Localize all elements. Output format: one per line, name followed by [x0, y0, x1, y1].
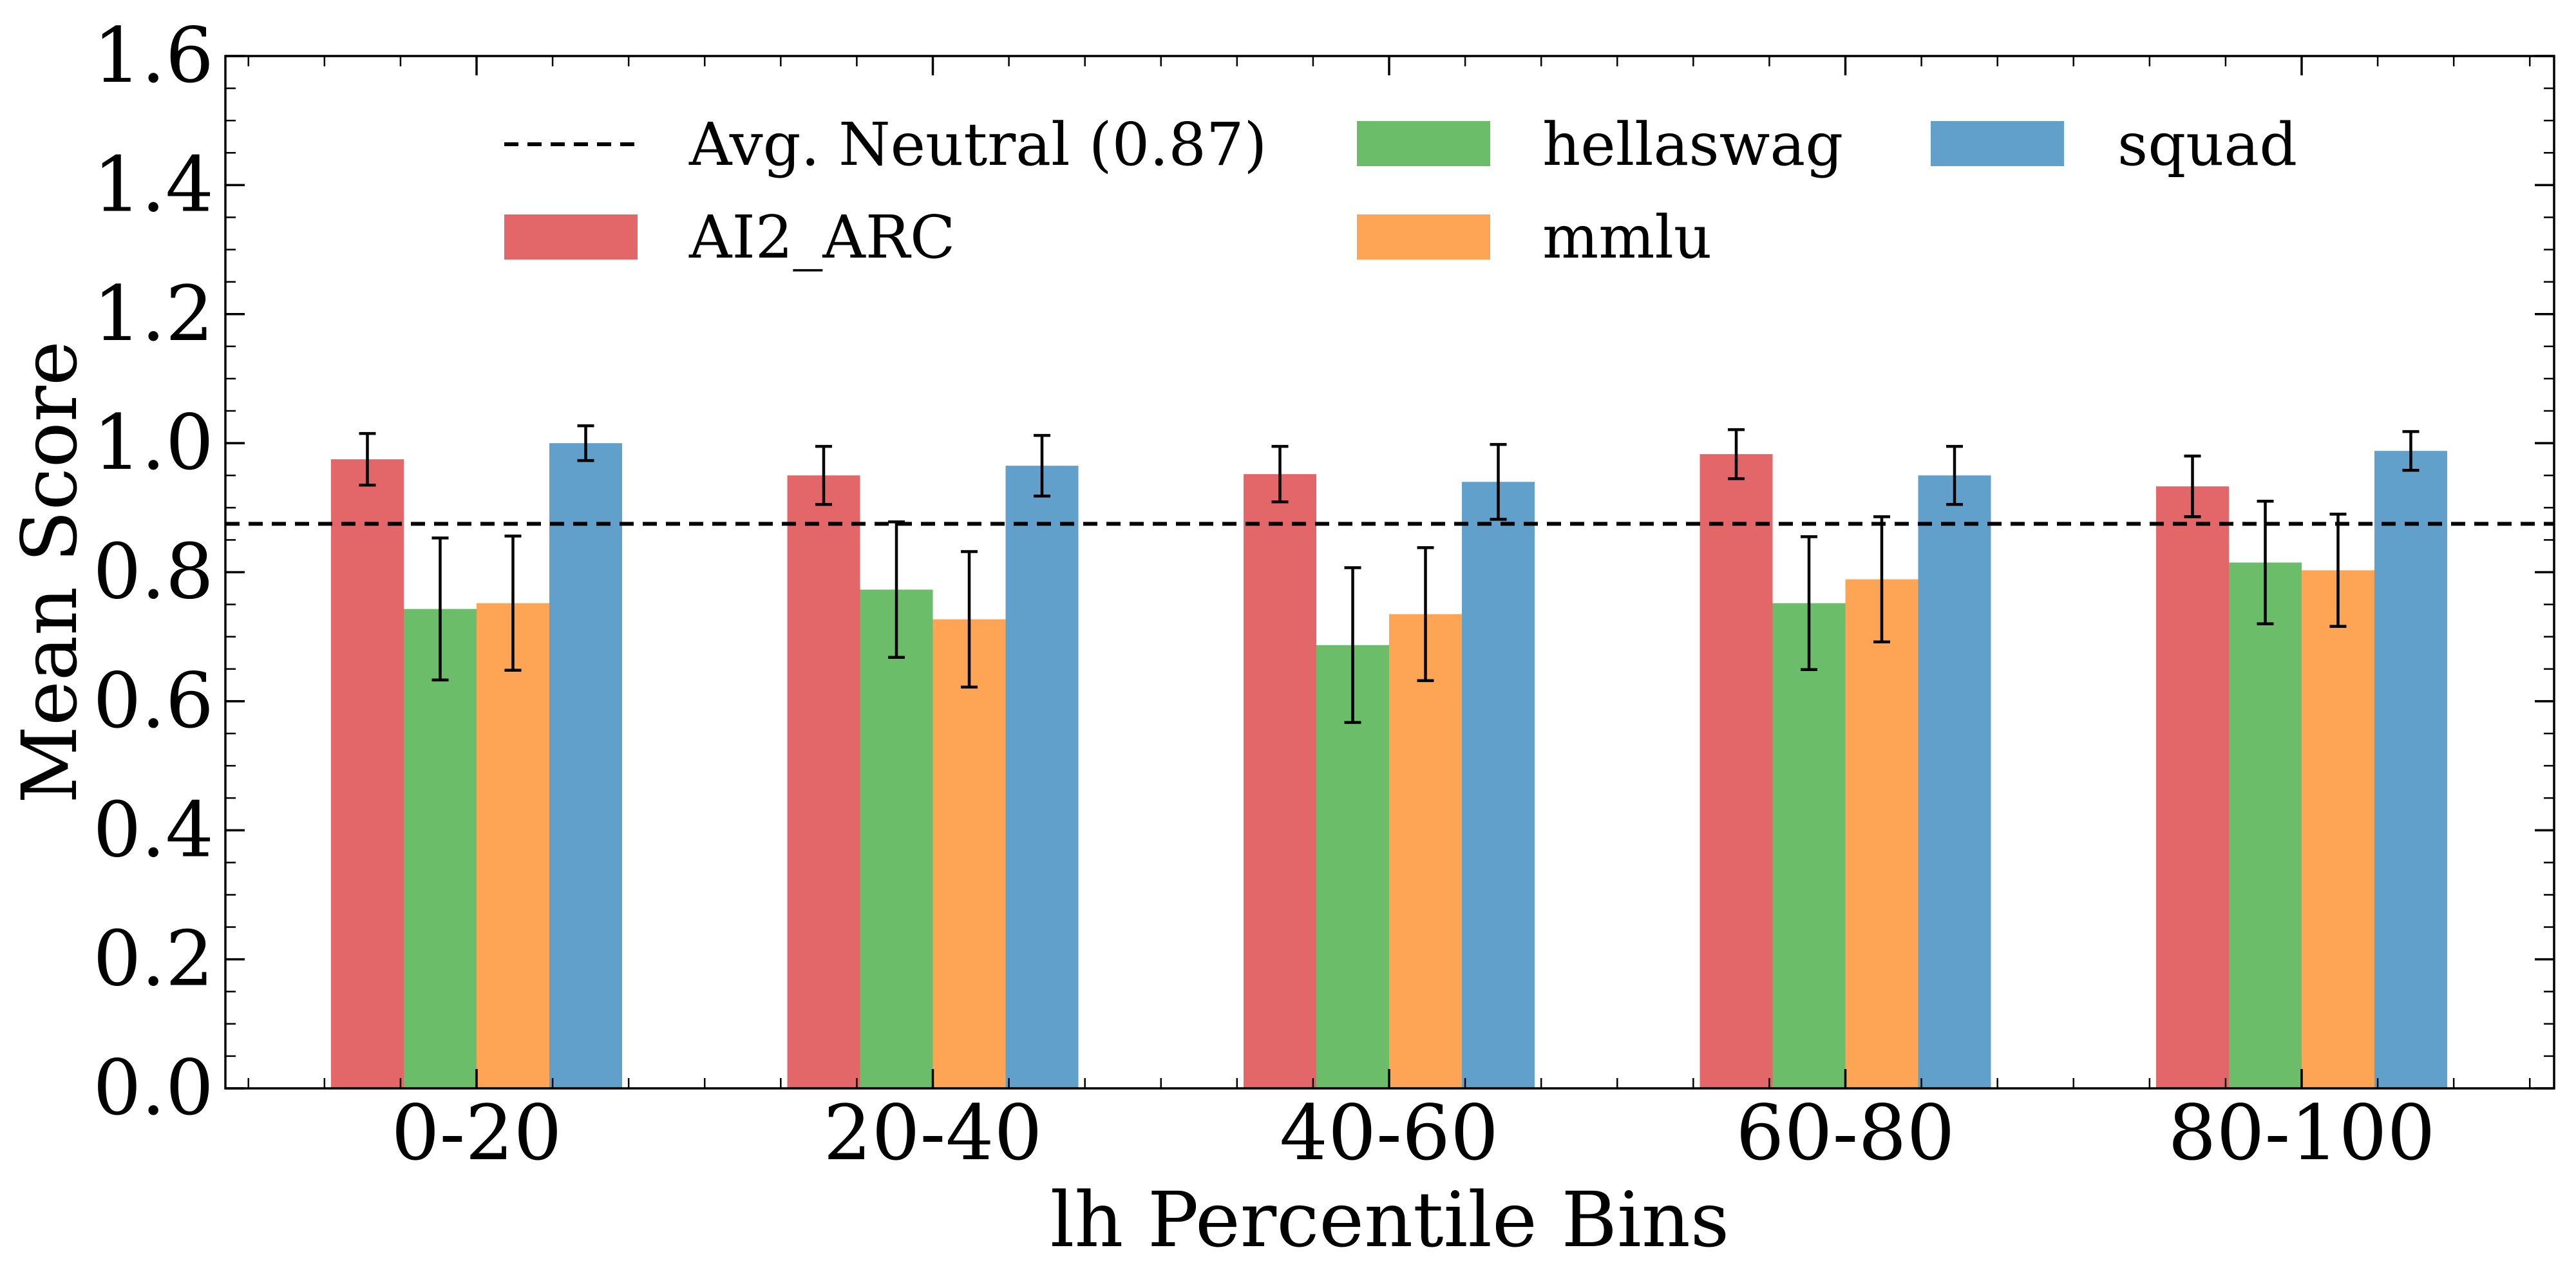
- bar-hellaswag-0-20: [404, 609, 477, 1088]
- bar-ai2-arc-40-60: [1244, 474, 1316, 1088]
- bar-ai2-arc-80-100: [2156, 486, 2229, 1088]
- bar-ai2-arc-60-80: [1700, 454, 1773, 1088]
- bar-hellaswag-80-100: [2229, 562, 2302, 1088]
- bar-hellaswag-20-40: [860, 589, 933, 1088]
- y-tick-label: 0.6: [93, 656, 214, 745]
- y-tick-label: 1.4: [93, 140, 214, 229]
- legend-label-squad: squad: [2117, 110, 2297, 179]
- legend-swatch-ai2-arc: [504, 214, 638, 260]
- x-tick-label: 60-80: [1736, 1088, 1955, 1177]
- bar-mmlu-40-60: [1389, 614, 1462, 1088]
- plot-area: [331, 443, 2447, 1088]
- y-tick-label: 1.2: [93, 269, 214, 358]
- y-tick-labels: 0.0 0.2 0.4 0.6 0.8 1.0 1.2 1.4 1.6: [93, 11, 214, 1132]
- bar-squad-20-40: [1005, 466, 1079, 1088]
- x-tick-labels: 0-20 20-40 40-60 60-80 80-100: [391, 1088, 2435, 1177]
- bar-mmlu-80-100: [2302, 570, 2374, 1088]
- x-axis-title: lh Percentile Bins: [1050, 1175, 1730, 1264]
- bar-mmlu-60-80: [1845, 579, 1918, 1088]
- bar-squad-80-100: [2374, 451, 2447, 1088]
- x-tick-label: 0-20: [391, 1088, 562, 1177]
- error-bars: [359, 424, 2420, 724]
- legend-swatch-hellaswag: [1357, 121, 1490, 166]
- bar-squad-60-80: [1918, 475, 1991, 1088]
- bar-squad-0-20: [549, 443, 622, 1088]
- legend-label-ai2-arc: AI2_ARC: [688, 203, 955, 272]
- bar-ai2-arc-0-20: [331, 459, 404, 1088]
- bar-ai2-arc-20-40: [787, 475, 860, 1088]
- bar-mmlu-20-40: [933, 619, 1006, 1088]
- x-tick-label: 80-100: [2168, 1088, 2435, 1177]
- legend-swatch-squad: [1931, 121, 2064, 166]
- axis-ticks: [225, 55, 2554, 1090]
- y-tick-label: 1.6: [93, 11, 214, 100]
- legend-label-mmlu: mmlu: [1542, 203, 1712, 272]
- legend: Avg. Neutral (0.87) AI2_ARC hellaswag mm…: [504, 110, 2297, 272]
- bar-squad-40-60: [1462, 482, 1535, 1088]
- legend-swatch-mmlu: [1357, 214, 1490, 260]
- legend-label-avg-neutral: Avg. Neutral (0.87): [688, 110, 1267, 179]
- x-tick-label: 20-40: [823, 1088, 1042, 1177]
- y-tick-label: 0.8: [93, 527, 214, 616]
- x-tick-label: 40-60: [1280, 1088, 1499, 1177]
- bar-mmlu-0-20: [477, 603, 549, 1088]
- legend-label-hellaswag: hellaswag: [1542, 110, 1843, 179]
- y-tick-label: 0.2: [93, 914, 214, 1003]
- y-tick-label: 1.0: [93, 398, 214, 487]
- y-axis-title: Mean Score: [5, 341, 94, 804]
- y-tick-label: 0.4: [93, 785, 214, 874]
- bar-hellaswag-60-80: [1772, 603, 1846, 1088]
- y-tick-label: 0.0: [93, 1043, 214, 1132]
